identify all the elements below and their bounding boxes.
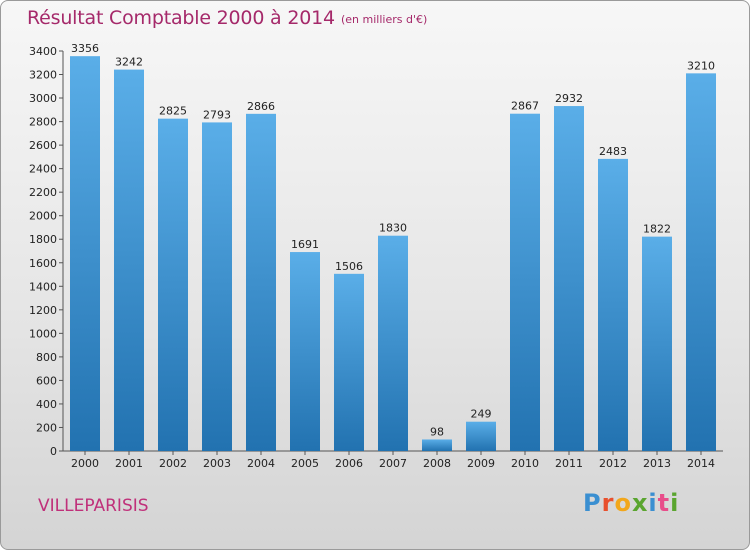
data-label: 3242 [115, 56, 143, 69]
data-label: 1506 [335, 260, 363, 273]
bar [510, 113, 540, 452]
data-label: 98 [430, 425, 444, 438]
y-tick-label: 800 [36, 351, 57, 364]
logo-letter: r [601, 489, 615, 517]
x-tick-label: 2001 [115, 457, 143, 470]
y-tick-label: 2400 [29, 163, 57, 176]
y-tick-label: 1000 [29, 327, 57, 340]
logo-letter: t [657, 489, 671, 517]
bar [246, 113, 276, 451]
y-tick-label: 1800 [29, 233, 57, 246]
bar [598, 158, 628, 451]
y-tick-label: 400 [36, 398, 57, 411]
y-tick-label: 3200 [29, 69, 57, 82]
place-name: VILLEPARISIS [38, 496, 149, 516]
x-tick-label: 2003 [203, 457, 231, 470]
x-tick-label: 2010 [511, 457, 539, 470]
logo-letter: x [631, 489, 649, 517]
y-tick-label: 2200 [29, 186, 57, 199]
bar [554, 106, 584, 451]
logo-letter: P [583, 489, 602, 517]
y-tick-label: 200 [36, 421, 57, 434]
data-label: 3210 [687, 59, 715, 72]
y-tick-label: 2000 [29, 210, 57, 223]
y-tick-label: 1200 [29, 304, 57, 317]
data-label: 2932 [555, 92, 583, 105]
data-label: 1691 [291, 238, 319, 251]
x-tick-label: 2000 [71, 457, 99, 470]
y-tick-label: 1600 [29, 257, 57, 270]
data-label: 3356 [71, 42, 99, 55]
chart-unit: (en milliers d'€) [341, 13, 428, 26]
logo-letter: i [670, 489, 680, 517]
x-tick-label: 2011 [555, 457, 583, 470]
bar [114, 69, 144, 452]
x-tick-label: 2013 [643, 457, 671, 470]
bar [158, 118, 188, 451]
bar [334, 273, 364, 451]
x-tick-label: 2005 [291, 457, 319, 470]
bar [290, 252, 320, 451]
data-label: 1830 [379, 222, 407, 235]
data-label: 2793 [203, 108, 231, 121]
y-tick-label: 600 [36, 374, 57, 387]
bar [202, 122, 232, 451]
x-tick-label: 2009 [467, 457, 495, 470]
x-tick-label: 2008 [423, 457, 451, 470]
logo-letter: i [648, 489, 658, 517]
bar [378, 235, 408, 451]
y-tick-label: 1400 [29, 280, 57, 293]
data-label: 2825 [159, 105, 187, 118]
data-label: 249 [471, 408, 492, 421]
x-tick-label: 2002 [159, 457, 187, 470]
data-label: 2866 [247, 100, 275, 113]
x-tick-label: 2012 [599, 457, 627, 470]
bar [70, 56, 100, 451]
proxiti-logo: Proxiti [583, 489, 679, 517]
y-tick-label: 3400 [29, 45, 57, 58]
y-tick-label: 2600 [29, 139, 57, 152]
bars: 3356 3242 2825 2793 2866 1691 1506 1830 98 249 286… [70, 42, 716, 452]
data-label: 1822 [643, 223, 671, 236]
logo-letter: o [614, 489, 632, 517]
data-label: 2483 [599, 145, 627, 158]
bar [466, 421, 496, 451]
x-tick-label: 2007 [379, 457, 407, 470]
x-tick-label: 2004 [247, 457, 275, 470]
x-tick-label: 2006 [335, 457, 363, 470]
chart-title: Résultat Comptable 2000 à 2014 [27, 7, 335, 29]
bar [422, 439, 452, 451]
y-tick-label: 2800 [29, 116, 57, 129]
y-tick-label: 3000 [29, 92, 57, 105]
bar [686, 73, 716, 452]
x-tick-label: 2014 [687, 457, 715, 470]
y-tick-label: 0 [50, 445, 57, 458]
data-label: 2867 [511, 100, 539, 113]
bar [642, 236, 672, 451]
